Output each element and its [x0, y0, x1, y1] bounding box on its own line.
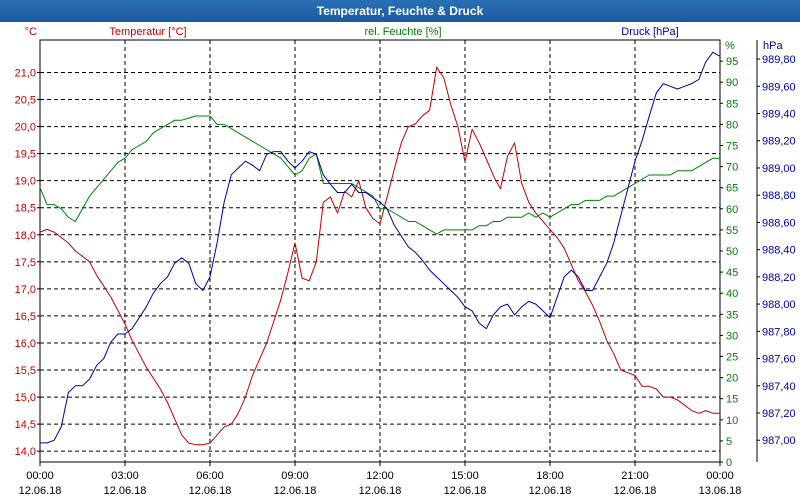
x-tick-date: 12.06.18 — [189, 485, 232, 497]
temperature-unit-label: °C — [25, 26, 37, 38]
pressure-tick-label: 988,00 — [762, 299, 796, 311]
pressure-tick-label: 988,80 — [762, 190, 796, 202]
humidity-tick-label: 5 — [726, 436, 732, 448]
temperature-tick-label: 19,5 — [15, 149, 36, 161]
pressure-tick-label: 989,80 — [762, 54, 796, 66]
temperature-tick-label: 16,5 — [15, 311, 36, 323]
pressure-tick-label: 989,00 — [762, 163, 796, 175]
x-tick-time: 03:00 — [111, 470, 139, 482]
pressure-tick-label: 989,20 — [762, 136, 796, 148]
x-tick-time: 06:00 — [196, 470, 224, 482]
pressure-tick-label: 987,40 — [762, 381, 796, 393]
x-tick-time: 00:00 — [706, 470, 734, 482]
humidity-tick-label: 50 — [726, 246, 738, 258]
humidity-line — [39, 115, 720, 235]
chart-axes: 00:00 12.06.18 03:00 12.06.18 06:00 12.06.18 0… — [15, 40, 796, 497]
temperature-tick-label: 21,0 — [15, 67, 36, 79]
chart-grid — [40, 40, 720, 462]
x-tick-date: 12.06.18 — [104, 485, 147, 497]
pressure-tick-label: 987,20 — [762, 408, 796, 420]
x-tick-date: 13.06.18 — [699, 485, 742, 497]
humidity-tick-label: 30 — [726, 330, 738, 342]
humidity-tick-label: 85 — [726, 98, 738, 110]
x-tick-time: 21:00 — [621, 470, 649, 482]
pressure-tick-label: 988,20 — [762, 272, 796, 284]
window-title: Temperatur, Feuchte & Druck — [0, 0, 800, 22]
humidity-tick-label: 45 — [726, 267, 738, 279]
pressure-tick-label: 987,60 — [762, 354, 796, 366]
temperature-line — [39, 66, 720, 446]
temperature-tick-label: 16,0 — [15, 338, 36, 350]
x-tick-date: 12.06.18 — [359, 485, 402, 497]
humidity-tick-label: 60 — [726, 204, 738, 216]
x-tick-date: 12.06.18 — [444, 485, 487, 497]
humidity-unit-label: % — [725, 40, 735, 52]
humidity-tick-label: 35 — [726, 309, 738, 321]
temperature-tick-label: 17,5 — [15, 257, 36, 269]
temperature-tick-label: 20,5 — [15, 95, 36, 107]
temperature-tick-label: 18,5 — [15, 203, 36, 215]
temperature-tick-label: 19,0 — [15, 176, 36, 188]
x-tick-date: 12.06.18 — [274, 485, 317, 497]
x-tick-time: 18:00 — [536, 470, 564, 482]
humidity-tick-label: 75 — [726, 141, 738, 153]
x-tick-date: 12.06.18 — [19, 485, 62, 497]
x-tick-date: 12.06.18 — [529, 485, 572, 497]
temperature-tick-label: 17,0 — [15, 284, 36, 296]
humidity-tick-label: 55 — [726, 225, 738, 237]
pressure-tick-label: 989,60 — [762, 81, 796, 93]
axis-labels: °C Temperatur [°C] rel. Feuchte [%] Druc… — [25, 26, 784, 52]
humidity-tick-label: 20 — [726, 373, 738, 385]
pressure-tick-label: 987,00 — [762, 435, 796, 447]
x-tick-date: 12.06.18 — [614, 485, 657, 497]
pressure-line — [40, 51, 721, 444]
pressure-tick-label: 988,40 — [762, 245, 796, 257]
humidity-tick-label: 90 — [726, 77, 738, 89]
humidity-tick-label: 25 — [726, 352, 738, 364]
humidity-tick-label: 10 — [726, 415, 738, 427]
temperature-tick-label: 18,0 — [15, 230, 36, 242]
series-lines — [39, 51, 721, 446]
pressure-tick-label: 987,80 — [762, 326, 796, 338]
x-tick-time: 00:00 — [26, 470, 54, 482]
humidity-tick-label: 0 — [726, 457, 732, 469]
x-tick-time: 12:00 — [366, 470, 394, 482]
temperature-tick-label: 20,0 — [15, 122, 36, 134]
pressure-series-label: Druck [hPa] — [621, 26, 678, 38]
pressure-tick-label: 989,40 — [762, 109, 796, 121]
pressure-unit-label: hPa — [763, 40, 783, 52]
humidity-tick-label: 95 — [726, 56, 738, 68]
x-tick-time: 09:00 — [281, 470, 309, 482]
humidity-series-label: rel. Feuchte [%] — [364, 26, 441, 38]
temperature-tick-label: 14,5 — [15, 419, 36, 431]
humidity-tick-label: 65 — [726, 183, 738, 195]
temperature-series-label: Temperatur [°C] — [109, 26, 186, 38]
temperature-tick-label: 15,0 — [15, 392, 36, 404]
humidity-tick-label: 80 — [726, 119, 738, 131]
chart-area: 00:00 12.06.18 03:00 12.06.18 06:00 12.06.18 0… — [15, 26, 796, 497]
x-tick-time: 15:00 — [451, 470, 479, 482]
humidity-tick-label: 15 — [726, 394, 738, 406]
temperature-tick-label: 15,5 — [15, 365, 36, 377]
humidity-tick-label: 70 — [726, 162, 738, 174]
humidity-tick-label: 40 — [726, 288, 738, 300]
pressure-tick-label: 988,60 — [762, 217, 796, 229]
temperature-tick-label: 14,0 — [15, 446, 36, 458]
